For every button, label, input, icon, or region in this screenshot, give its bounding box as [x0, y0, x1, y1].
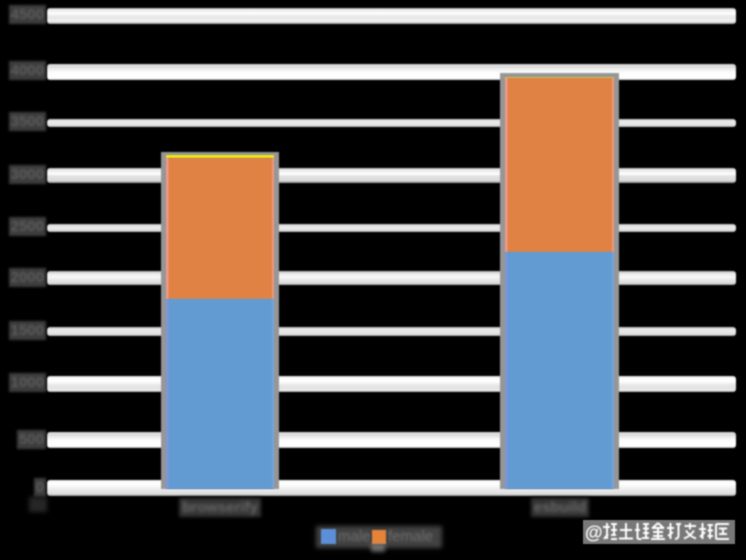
svg-text:@: @ — [585, 523, 603, 543]
